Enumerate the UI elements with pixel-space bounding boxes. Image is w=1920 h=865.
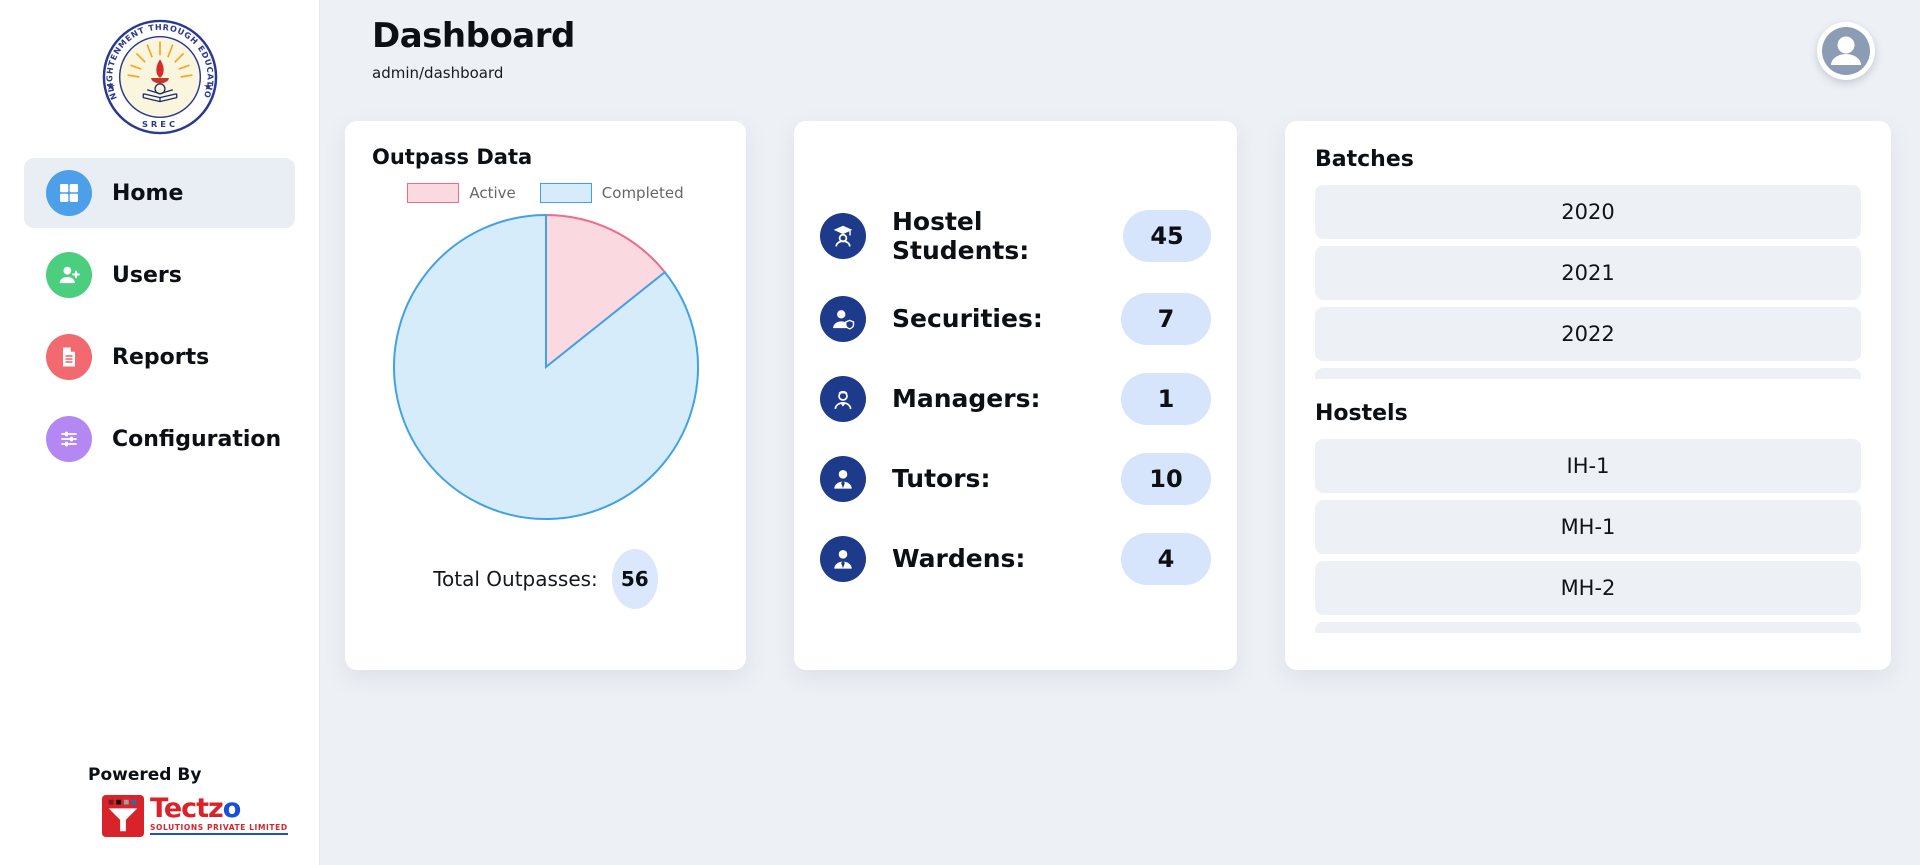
legend-label-completed: Completed bbox=[601, 184, 684, 202]
hostels-title: Hostels bbox=[1315, 401, 1408, 426]
legend-swatch-active bbox=[407, 183, 460, 203]
warden-icon bbox=[820, 535, 866, 582]
batches-title: Batches bbox=[1315, 147, 1414, 172]
sidebar-item-label: Home bbox=[112, 180, 184, 206]
lamp-bowl bbox=[150, 77, 169, 84]
sidebar-item-users[interactable]: Users bbox=[24, 240, 295, 310]
stat-value: 7 bbox=[1121, 292, 1211, 345]
stat-label: Securities: bbox=[892, 304, 1043, 333]
document-icon bbox=[46, 334, 92, 380]
sidebar-item-label: Users bbox=[112, 262, 182, 288]
main-content: Dashboard admin/dashboard Outpass Data A… bbox=[320, 0, 1920, 865]
lists-card: Batches 2020 2021 2022 Hostels IH-1 MH-1… bbox=[1285, 121, 1891, 670]
stat-label: Tutors: bbox=[892, 464, 991, 493]
legend-swatch-completed bbox=[539, 183, 592, 203]
tectzo-logo: Tectzo SOLUTIONS PRIVATE LIMITED bbox=[102, 795, 288, 837]
sidebar-item-label: Configuration bbox=[112, 426, 282, 452]
svg-text:SREC: SREC bbox=[141, 119, 177, 129]
breadcrumb: admin/dashboard bbox=[372, 64, 504, 82]
sidebar-item-label: Reports bbox=[112, 344, 210, 370]
hostel-item[interactable]: MH-2 bbox=[1315, 561, 1861, 615]
total-outpasses-label: Total Outpasses: bbox=[433, 567, 598, 591]
stat-row-tutors: Tutors: 10 bbox=[820, 452, 1211, 505]
pie-slice-active bbox=[544, 213, 666, 370]
hostel-item-peek[interactable] bbox=[1315, 622, 1861, 633]
stat-row-securities: Securities: 7 bbox=[820, 292, 1211, 345]
batch-item[interactable]: 2022 bbox=[1315, 307, 1861, 361]
sliders-icon bbox=[46, 416, 92, 462]
security-icon bbox=[820, 295, 866, 342]
stat-row-hostel-students: Hostel Students: 45 bbox=[820, 207, 1211, 265]
srec-logo-emblem: ENLIGHTENMENT THROUGH EDUCATION ★ ★ bbox=[102, 19, 217, 135]
user-avatar-button[interactable] bbox=[1817, 22, 1875, 80]
sidebar-item-reports[interactable]: Reports bbox=[24, 322, 295, 392]
tutor-icon bbox=[820, 455, 866, 502]
stat-row-managers: Managers: 1 bbox=[820, 372, 1211, 425]
tectzo-wordmark: Tectzo SOLUTIONS PRIVATE LIMITED bbox=[150, 795, 288, 835]
stat-label: Wardens: bbox=[892, 544, 1026, 573]
book-and-gear bbox=[142, 83, 177, 103]
page-header: Dashboard admin/dashboard bbox=[372, 16, 575, 82]
star-icon: ★ bbox=[203, 80, 213, 93]
stats-card: Hostel Students: 45 Securities: 7 bbox=[794, 121, 1237, 670]
total-outpasses-value: 56 bbox=[611, 549, 658, 609]
tectzo-mark-icon bbox=[102, 795, 144, 837]
stat-label: Hostel Students: bbox=[892, 206, 1030, 265]
stat-value: 1 bbox=[1121, 372, 1211, 425]
stat-value: 45 bbox=[1123, 209, 1211, 262]
pie-slice-completed bbox=[392, 213, 699, 520]
stat-label: Managers: bbox=[892, 384, 1041, 413]
sidebar-item-configuration[interactable]: Configuration bbox=[24, 404, 295, 474]
sun-rays bbox=[126, 41, 193, 78]
powered-by-label: Powered By bbox=[88, 765, 202, 785]
sidebar-nav: Home Users bbox=[0, 158, 319, 474]
powered-by-block: Powered By Tectzo SOLUTIONS PRIVATE LIMI… bbox=[88, 765, 288, 837]
batch-item[interactable]: 2021 bbox=[1315, 246, 1861, 300]
outpass-pie-chart bbox=[345, 207, 746, 527]
batch-item[interactable]: 2020 bbox=[1315, 185, 1861, 239]
user-avatar-icon bbox=[1822, 27, 1870, 75]
flame-icon bbox=[155, 59, 164, 78]
hostel-item[interactable]: IH-1 bbox=[1315, 439, 1861, 493]
outpass-card-title: Outpass Data bbox=[372, 145, 533, 169]
page-title: Dashboard bbox=[372, 16, 575, 56]
hostels-list[interactable]: IH-1 MH-1 MH-2 bbox=[1315, 439, 1861, 633]
college-logo: ENLIGHTENMENT THROUGH EDUCATION ★ ★ bbox=[0, 18, 319, 136]
grid-icon bbox=[46, 170, 92, 216]
star-icon: ★ bbox=[105, 80, 115, 93]
stat-value: 10 bbox=[1121, 452, 1211, 505]
batch-item-peek[interactable] bbox=[1315, 368, 1861, 379]
student-icon bbox=[820, 212, 866, 259]
user-plus-icon bbox=[46, 252, 92, 298]
hostel-item[interactable]: MH-1 bbox=[1315, 500, 1861, 554]
legend-label-active: Active bbox=[469, 184, 516, 202]
sidebar-item-home[interactable]: Home bbox=[24, 158, 295, 228]
batches-list[interactable]: 2020 2021 2022 bbox=[1315, 185, 1861, 379]
stat-value: 4 bbox=[1121, 532, 1211, 585]
pie-legend: Active Completed bbox=[345, 183, 746, 203]
stat-row-wardens: Wardens: 4 bbox=[820, 532, 1211, 585]
total-outpasses-row: Total Outpasses: 56 bbox=[345, 549, 746, 609]
manager-icon bbox=[820, 375, 866, 422]
dashboard-cards: Outpass Data Active Completed Total Outp… bbox=[345, 121, 1891, 670]
outpass-card: Outpass Data Active Completed Total Outp… bbox=[345, 121, 746, 670]
sidebar: ENLIGHTENMENT THROUGH EDUCATION ★ ★ bbox=[0, 0, 320, 865]
